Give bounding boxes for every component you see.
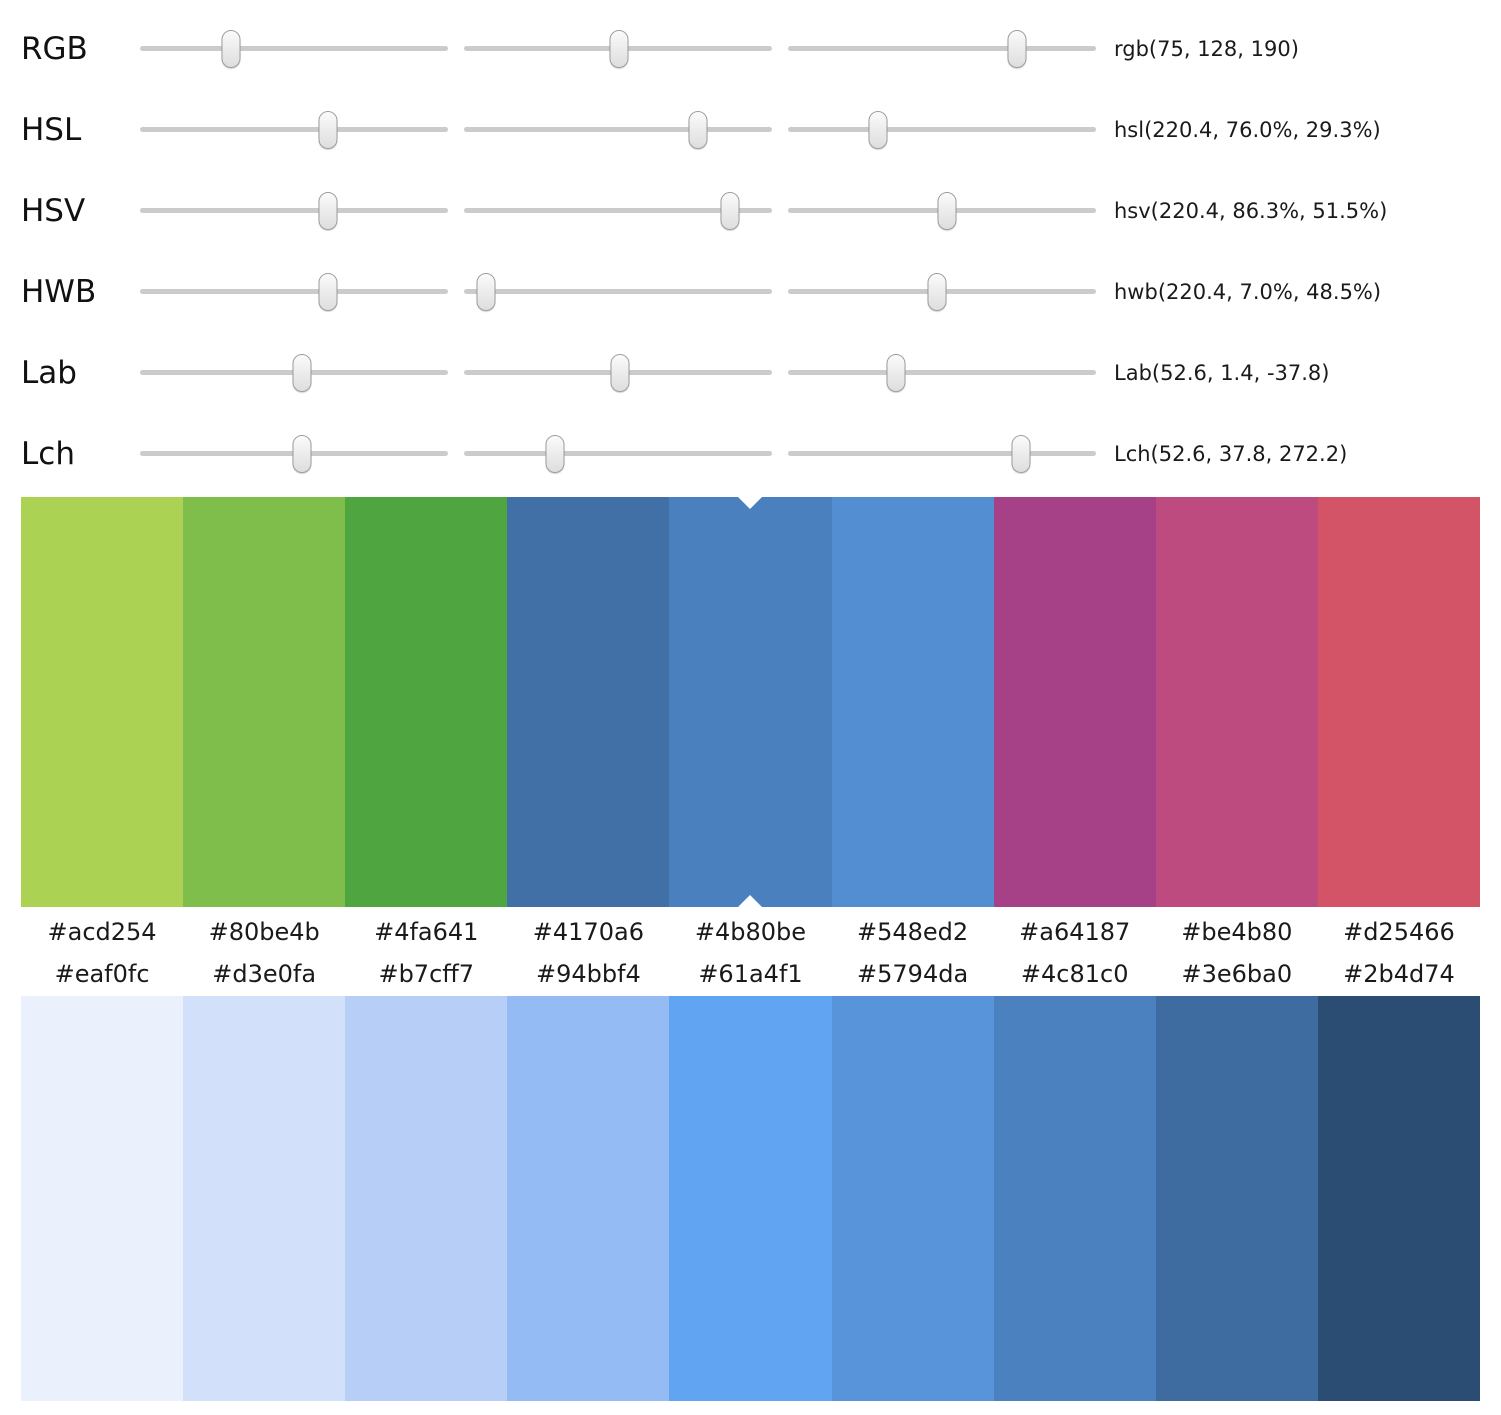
rgb-slider-2-thumb[interactable] — [609, 29, 629, 68]
color-value-rgb: rgb(75, 128, 190) — [1114, 36, 1299, 61]
hue-palette-swatch[interactable] — [507, 497, 670, 907]
color-value-hwb: hwb(220.4, 7.0%, 48.5%) — [1114, 279, 1382, 304]
rgb-slider-2[interactable] — [464, 29, 772, 68]
shade-swatch-hex-label: #94bbf4 — [535, 960, 641, 988]
hsv-slider-1[interactable] — [140, 191, 448, 230]
shade-palette-swatch[interactable] — [1155, 996, 1318, 1401]
hue-palette-swatch[interactable] — [831, 497, 994, 907]
colorspace-label-rgb: RGB — [21, 30, 88, 67]
slider-row-lab: Lab Lab(52.6, 1.4, -37.8) — [21, 332, 1501, 413]
shade-swatch-hex-label: #5794da — [857, 960, 969, 988]
hsl-slider-2[interactable] — [464, 110, 772, 149]
lch-slider-1-thumb[interactable] — [292, 434, 312, 473]
color-value-lab: Lab(52.6, 1.4, -37.8) — [1114, 360, 1330, 385]
lab-slider-2[interactable] — [464, 353, 772, 392]
hwb-slider-3[interactable] — [788, 272, 1096, 311]
hue-swatch-hex-label: #4170a6 — [532, 918, 644, 946]
slider-row-rgb: RGB rgb(75, 128, 190) — [21, 8, 1501, 89]
hue-palette — [21, 497, 1480, 907]
rgb-slider-1[interactable] — [140, 29, 448, 68]
hsl-slider-3[interactable] — [788, 110, 1096, 149]
shade-palette-swatch[interactable] — [669, 996, 832, 1401]
shade-swatch-hex-label: #b7cff7 — [378, 960, 475, 988]
shade-swatch-hex-label: #2b4d74 — [1343, 960, 1455, 988]
hue-swatch-hex-label: #d25466 — [1343, 918, 1455, 946]
hue-palette-swatch[interactable] — [183, 497, 346, 907]
hue-swatch-hex-label: #548ed2 — [857, 918, 969, 946]
hue-palette-labels: #acd254 #80be4b #4fa641 #4170a6 #4b80be … — [21, 907, 1480, 958]
shade-swatch-hex-label: #eaf0fc — [54, 960, 150, 988]
hue-palette-swatch-selected[interactable] — [669, 497, 832, 907]
lab-slider-3[interactable] — [788, 353, 1096, 392]
colorspace-label-hwb: HWB — [21, 273, 97, 310]
shade-swatch-hex-label: #3e6ba0 — [1181, 960, 1293, 988]
hue-swatch-hex-label: #4fa641 — [374, 918, 479, 946]
shade-palette-swatch[interactable] — [1317, 996, 1480, 1401]
shade-palette-swatch[interactable] — [21, 996, 184, 1401]
colorspace-label-lab: Lab — [21, 354, 77, 391]
hsv-slider-2-thumb[interactable] — [720, 191, 740, 230]
rgb-slider-1-thumb[interactable] — [221, 29, 241, 68]
hsv-slider-3[interactable] — [788, 191, 1096, 230]
lch-slider-2-thumb[interactable] — [545, 434, 565, 473]
rgb-slider-3-thumb[interactable] — [1007, 29, 1027, 68]
hue-swatch-hex-label: #acd254 — [47, 918, 157, 946]
color-value-lch: Lch(52.6, 37.8, 272.2) — [1114, 441, 1348, 466]
shade-palette-swatch[interactable] — [831, 996, 994, 1401]
hwb-slider-2[interactable] — [464, 272, 772, 311]
hue-palette-swatch[interactable] — [345, 497, 508, 907]
rgb-slider-3[interactable] — [788, 29, 1096, 68]
hue-palette-swatch[interactable] — [1155, 497, 1318, 907]
hwb-slider-3-thumb[interactable] — [927, 272, 947, 311]
slider-row-hsl: HSL hsl(220.4, 76.0%, 29.3%) — [21, 89, 1501, 170]
shade-palette-swatch[interactable] — [345, 996, 508, 1401]
hsl-slider-3-thumb[interactable] — [868, 110, 888, 149]
hwb-slider-1-thumb[interactable] — [318, 272, 338, 311]
color-value-hsl: hsl(220.4, 76.0%, 29.3%) — [1114, 117, 1381, 142]
shade-palette-swatch[interactable] — [507, 996, 670, 1401]
slider-row-hsv: HSV hsv(220.4, 86.3%, 51.5%) — [21, 170, 1501, 251]
lch-slider-3[interactable] — [788, 434, 1096, 473]
hsv-slider-3-thumb[interactable] — [937, 191, 957, 230]
hwb-slider-1[interactable] — [140, 272, 448, 311]
lab-slider-1[interactable] — [140, 353, 448, 392]
shade-swatch-hex-label: #61a4f1 — [698, 960, 803, 988]
hue-swatch-hex-label: #be4b80 — [1181, 918, 1293, 946]
hue-palette-swatch[interactable] — [993, 497, 1156, 907]
hue-swatch-hex-label: #80be4b — [208, 918, 320, 946]
colorspace-label-lch: Lch — [21, 435, 75, 472]
slider-row-lch: Lch Lch(52.6, 37.8, 272.2) — [21, 413, 1501, 494]
hsl-slider-1-thumb[interactable] — [318, 110, 338, 149]
lab-slider-2-thumb[interactable] — [610, 353, 630, 392]
colorspace-label-hsl: HSL — [21, 111, 82, 148]
shade-palette-swatch[interactable] — [993, 996, 1156, 1401]
hue-swatch-hex-label: #4b80be — [694, 918, 807, 946]
color-value-hsv: hsv(220.4, 86.3%, 51.5%) — [1114, 198, 1388, 223]
color-sliders-panel: RGB rgb(75, 128, 190) HSL hsl(220.4, 76.… — [0, 0, 1501, 494]
lch-slider-3-thumb[interactable] — [1011, 434, 1031, 473]
shade-swatch-hex-label: #4c81c0 — [1020, 960, 1129, 988]
lab-slider-1-thumb[interactable] — [292, 353, 312, 392]
hue-swatch-hex-label: #a64187 — [1019, 918, 1131, 946]
lab-slider-3-thumb[interactable] — [886, 353, 906, 392]
hsv-slider-2[interactable] — [464, 191, 772, 230]
lch-slider-1[interactable] — [140, 434, 448, 473]
hue-palette-swatch[interactable] — [1317, 497, 1480, 907]
shade-swatch-hex-label: #d3e0fa — [212, 960, 317, 988]
hsv-slider-1-thumb[interactable] — [318, 191, 338, 230]
colorspace-label-hsv: HSV — [21, 192, 86, 229]
hsl-slider-1[interactable] — [140, 110, 448, 149]
slider-row-hwb: HWB hwb(220.4, 7.0%, 48.5%) — [21, 251, 1501, 332]
shade-palette — [21, 996, 1480, 1401]
hue-palette-swatch[interactable] — [21, 497, 184, 907]
shade-palette-swatch[interactable] — [183, 996, 346, 1401]
hwb-slider-2-thumb[interactable] — [476, 272, 496, 311]
shade-palette-labels: #eaf0fc #d3e0fa #b7cff7 #94bbf4 #61a4f1 … — [21, 958, 1480, 996]
hsl-slider-2-thumb[interactable] — [688, 110, 708, 149]
lch-slider-2[interactable] — [464, 434, 772, 473]
